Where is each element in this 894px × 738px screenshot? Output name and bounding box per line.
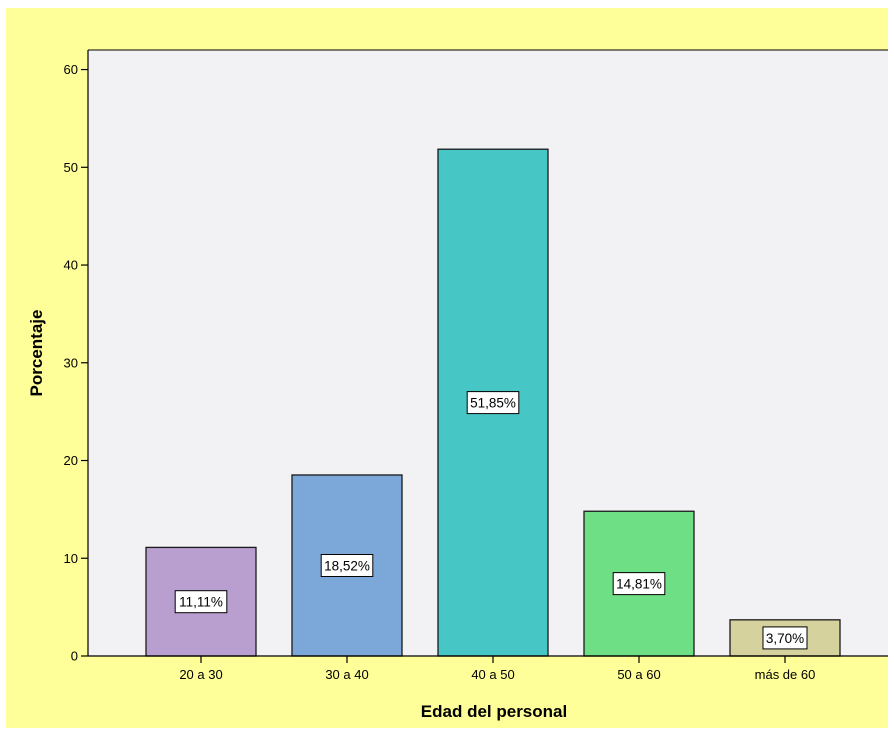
y-tick-label: 0 bbox=[71, 649, 78, 664]
y-tick-label: 60 bbox=[64, 62, 78, 77]
data-label-1: 18,52% bbox=[324, 558, 370, 573]
data-label-box-4 bbox=[762, 626, 808, 650]
y-tick-label: 50 bbox=[64, 160, 78, 175]
x-tick-label: 50 a 60 bbox=[617, 667, 660, 682]
y-tick-label: 30 bbox=[64, 355, 78, 370]
data-label-box-2 bbox=[466, 391, 520, 415]
x-tick-label: 30 a 40 bbox=[325, 667, 368, 682]
data-label-4: 3,70% bbox=[766, 631, 804, 646]
data-label-box-3 bbox=[612, 572, 666, 596]
y-tick-label: 40 bbox=[64, 258, 78, 273]
data-label-2: 51,85% bbox=[470, 396, 516, 411]
x-tick-label: más de 60 bbox=[755, 667, 816, 682]
y-tick-label: 10 bbox=[64, 551, 78, 566]
y-axis-title: Porcentaje bbox=[27, 310, 46, 397]
data-label-0: 11,11% bbox=[179, 595, 223, 610]
x-tick-label: 20 a 30 bbox=[179, 667, 222, 682]
x-axis-title: Edad del personal bbox=[421, 702, 567, 721]
x-tick-label: 40 a 50 bbox=[471, 667, 514, 682]
data-labels-layer: 11,11% 18,52% 51,85% 14,81% 3,70% bbox=[174, 391, 808, 650]
data-label-3: 14,81% bbox=[616, 577, 662, 592]
data-label-box-0 bbox=[174, 590, 228, 614]
data-label-box-1 bbox=[320, 553, 374, 577]
axes-layer: 0 10 20 30 40 50 60 20 a 30 30 a 40 40 a 50 50 a 6… bbox=[64, 49, 888, 682]
bars-layer bbox=[145, 148, 841, 657]
y-tick-label: 20 bbox=[64, 453, 78, 468]
